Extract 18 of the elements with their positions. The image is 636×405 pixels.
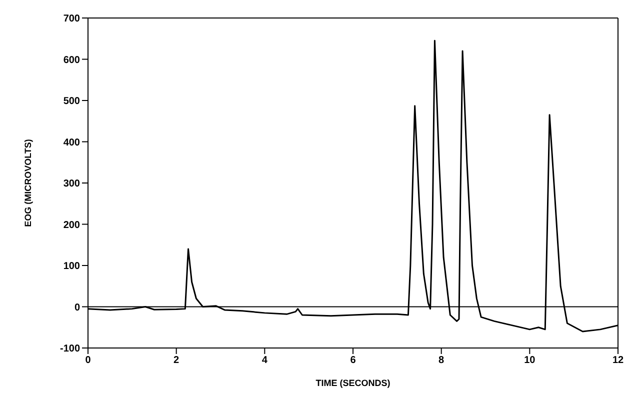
x-tick-label: 4 [262,355,268,366]
y-tick-label: 600 [63,54,80,66]
x-tick-label: 8 [438,355,445,366]
y-tick-label: 400 [63,137,80,148]
y-tick-label: 200 [63,220,80,231]
y-tick-label: 0 [74,302,80,314]
y-axis-title: EOG (MICROVOLTS) [23,139,34,227]
y-tick-label: 300 [63,178,80,190]
y-tick-label: 500 [63,96,80,108]
x-tick-label: 2 [174,355,180,366]
x-tick-label: 10 [524,355,536,366]
y-tick-label: -100 [60,344,80,355]
y-tick-label: 100 [63,261,80,272]
y-tick-label: 700 [63,14,80,25]
x-tick-label: 6 [350,355,356,366]
x-axis-title: TIME (SECONDS) [316,378,390,388]
x-tick-label: 0 [85,355,92,366]
x-tick-label: 12 [612,355,624,366]
